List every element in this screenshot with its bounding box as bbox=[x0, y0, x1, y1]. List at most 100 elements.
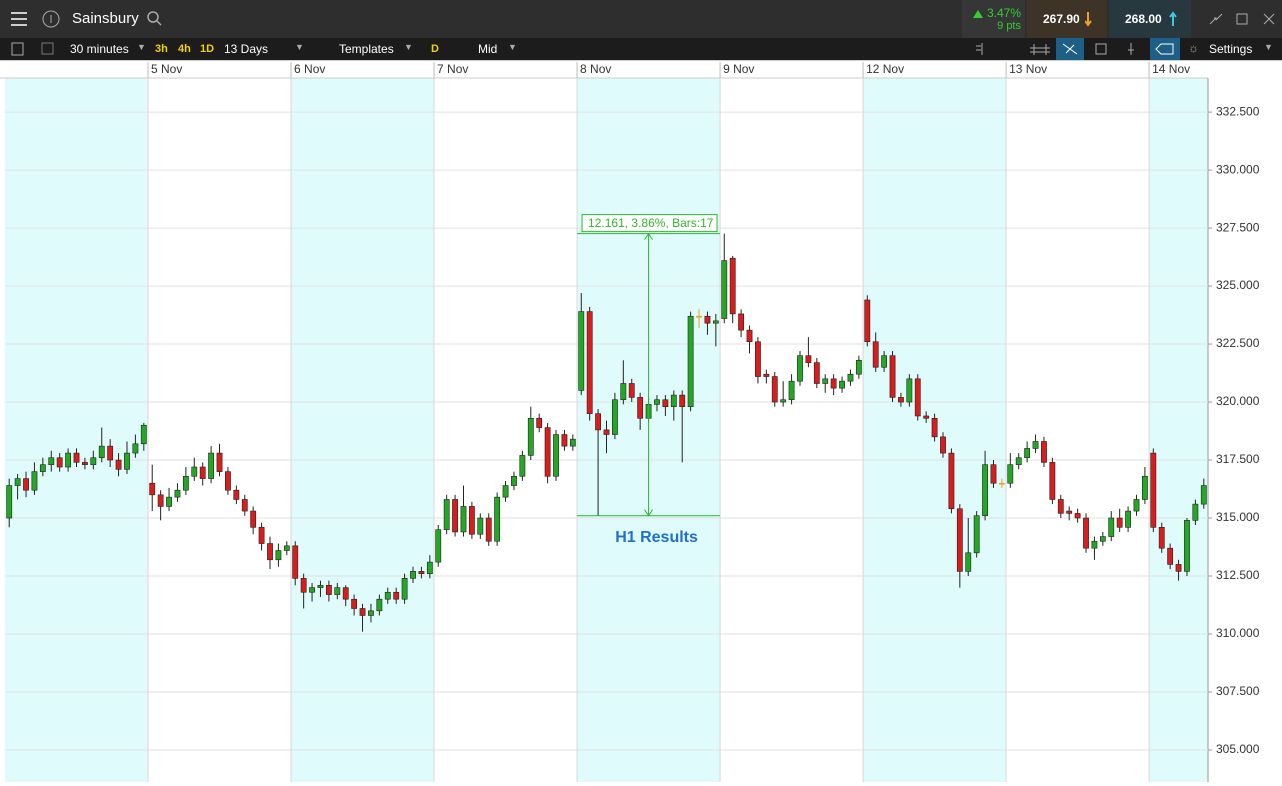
candle-body bbox=[14, 478, 21, 486]
candle-body bbox=[1083, 517, 1089, 549]
settings[interactable]: Settings bbox=[1209, 42, 1253, 56]
buy-price[interactable]: 268.00 bbox=[1125, 12, 1162, 26]
candle-body bbox=[561, 434, 568, 447]
candle-body bbox=[182, 475, 189, 491]
candle-body bbox=[544, 427, 551, 477]
candle-body bbox=[755, 341, 761, 377]
candle-body bbox=[948, 452, 955, 510]
candle-body bbox=[687, 315, 694, 407]
candle-body bbox=[855, 359, 862, 375]
candle-body bbox=[342, 587, 349, 600]
candle-body bbox=[780, 399, 787, 403]
sell-price[interactable]: 267.90 bbox=[1043, 12, 1080, 26]
tool-icons[interactable] bbox=[960, 38, 1180, 60]
settings-icon[interactable]: ☼ bbox=[1188, 41, 1199, 55]
candle-body bbox=[23, 478, 29, 491]
candle-body bbox=[191, 466, 198, 477]
x-tick-label: 14 Nov bbox=[1152, 62, 1190, 76]
buy-arrow bbox=[1169, 11, 1177, 26]
candle-body bbox=[250, 510, 257, 528]
price-badge[interactable]: D bbox=[431, 43, 439, 55]
candle-body bbox=[1158, 527, 1165, 549]
candle-body bbox=[267, 543, 273, 561]
search-icon[interactable] bbox=[145, 0, 165, 38]
dropdown-arrow[interactable]: ▼ bbox=[137, 42, 146, 52]
candle-body bbox=[233, 489, 240, 500]
annotation: H1 Results bbox=[615, 529, 698, 546]
candle-body bbox=[1049, 462, 1056, 500]
candle-body bbox=[334, 587, 341, 595]
candle-body bbox=[485, 517, 492, 542]
toolbar-icons[interactable] bbox=[0, 38, 60, 60]
y-tick-label: 307.500 bbox=[1216, 684, 1260, 698]
candle-body bbox=[410, 571, 416, 579]
candle-body bbox=[317, 584, 324, 588]
candle-body bbox=[107, 445, 114, 461]
candle-body bbox=[973, 515, 980, 554]
candle-body bbox=[56, 457, 63, 468]
candle-body bbox=[519, 455, 526, 477]
info-icon[interactable] bbox=[38, 0, 68, 38]
candle-body bbox=[940, 436, 946, 454]
dropdown-arrow[interactable]: ▼ bbox=[1264, 42, 1273, 52]
sell-arrow bbox=[1085, 12, 1092, 27]
interval[interactable]: 30 minutes bbox=[70, 42, 129, 56]
instrument-name[interactable]: Sainsbury bbox=[72, 10, 139, 27]
candle-body bbox=[813, 362, 820, 384]
candle-body bbox=[208, 452, 215, 479]
menu-icon[interactable] bbox=[0, 0, 40, 38]
dropdown-arrow[interactable]: ▼ bbox=[295, 42, 304, 52]
y-tick-label: 317.500 bbox=[1216, 452, 1260, 466]
candle-body bbox=[1007, 464, 1014, 484]
candle-body bbox=[6, 485, 13, 519]
y-tick-label: 312.500 bbox=[1216, 568, 1260, 582]
top-bar: Sainsbury 3.47% 9 pts 267.90 268.00 bbox=[0, 0, 1282, 38]
candle-body bbox=[452, 499, 458, 533]
range[interactable]: 13 Days bbox=[224, 42, 269, 56]
candle-body bbox=[511, 475, 517, 486]
candle-body bbox=[788, 380, 795, 401]
candle-body bbox=[258, 527, 265, 544]
change-box: 3.47% 9 pts bbox=[962, 0, 1025, 38]
candle-body bbox=[39, 464, 46, 472]
candle-body bbox=[1015, 457, 1022, 465]
sell-button[interactable]: 267.90 bbox=[1027, 0, 1107, 38]
price-type[interactable]: Mid bbox=[478, 42, 498, 56]
candle-body bbox=[654, 399, 660, 405]
y-tick-label: 332.500 bbox=[1216, 104, 1260, 118]
candle-body bbox=[578, 311, 585, 391]
candle-body bbox=[199, 466, 206, 479]
candle-body bbox=[225, 471, 231, 491]
quick-interval[interactable]: 3h bbox=[155, 43, 168, 55]
candle-body bbox=[1091, 540, 1098, 549]
candle-body bbox=[670, 394, 677, 407]
dropdown-arrow[interactable]: ▼ bbox=[508, 42, 517, 52]
candle-body bbox=[1133, 499, 1140, 512]
candle-body bbox=[73, 452, 80, 463]
templates[interactable]: Templates bbox=[339, 42, 394, 56]
candle-body bbox=[115, 459, 122, 470]
candle-body bbox=[300, 578, 307, 593]
candle-body bbox=[48, 457, 55, 465]
candle-body bbox=[679, 394, 686, 407]
buy-button[interactable]: 268.00 bbox=[1109, 0, 1191, 38]
candle-body bbox=[166, 496, 172, 507]
window-icons[interactable] bbox=[1200, 0, 1280, 38]
candle-body bbox=[586, 311, 593, 414]
quick-interval[interactable]: 4h bbox=[178, 43, 191, 55]
candle-body bbox=[426, 561, 433, 574]
quick-interval[interactable]: 1D bbox=[200, 43, 215, 55]
candle-body bbox=[797, 355, 803, 382]
y-tick-label: 305.000 bbox=[1216, 742, 1260, 756]
candle-body bbox=[931, 417, 938, 438]
candle-body bbox=[1141, 475, 1148, 500]
candle-body bbox=[982, 464, 988, 517]
candle-body bbox=[82, 462, 88, 465]
dropdown-arrow[interactable]: ▼ bbox=[404, 42, 413, 52]
candle-body bbox=[527, 417, 534, 456]
candle-body bbox=[157, 494, 164, 507]
candle-body bbox=[906, 378, 913, 403]
candle-body bbox=[174, 489, 181, 498]
y-tick-label: 325.000 bbox=[1216, 278, 1260, 292]
candle-body bbox=[1024, 448, 1031, 459]
